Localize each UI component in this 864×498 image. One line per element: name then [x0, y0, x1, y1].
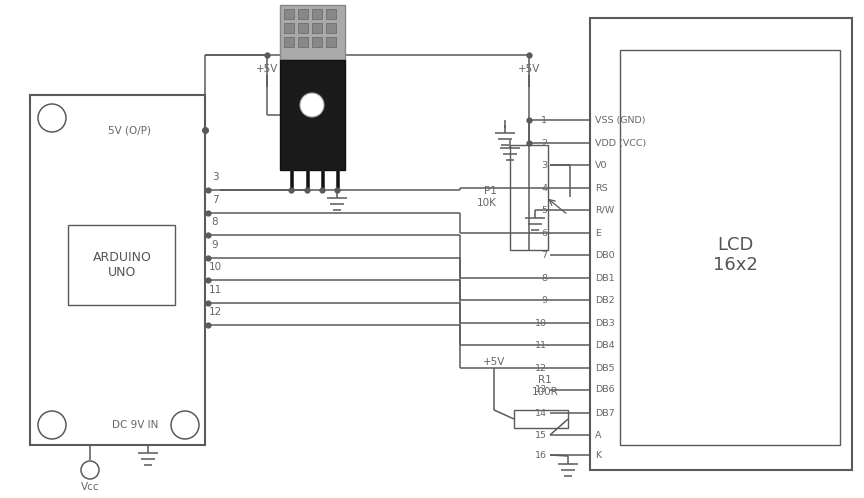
Text: 2: 2	[541, 138, 547, 147]
Text: RS: RS	[595, 183, 607, 193]
Text: DB5: DB5	[595, 364, 614, 373]
Text: 9: 9	[541, 295, 547, 304]
Text: 4: 4	[541, 183, 547, 193]
Text: E: E	[595, 229, 600, 238]
Text: P1
10K: P1 10K	[477, 186, 497, 208]
Bar	[510, 145, 548, 250]
Text: 12: 12	[208, 307, 222, 317]
Text: 3: 3	[212, 172, 219, 182]
Bar	[298, 9, 308, 19]
Text: DB0: DB0	[595, 250, 614, 259]
Text: DB1: DB1	[595, 273, 614, 282]
Bar	[312, 9, 322, 19]
Text: +5V: +5V	[518, 64, 540, 74]
Text: 5: 5	[541, 206, 547, 215]
Bar	[514, 410, 568, 428]
Bar	[289, 170, 293, 190]
Text: 5V (O/P): 5V (O/P)	[109, 125, 151, 135]
Text: VSS (GND): VSS (GND)	[595, 116, 645, 124]
Bar	[298, 23, 308, 33]
Text: 8: 8	[212, 217, 219, 227]
Bar	[280, 5, 345, 60]
Bar	[620, 50, 840, 445]
Bar	[298, 37, 308, 47]
Text: DC 9V IN: DC 9V IN	[111, 420, 158, 430]
Bar	[312, 37, 322, 47]
Text: 13: 13	[535, 385, 547, 394]
Text: DB3: DB3	[595, 319, 615, 328]
Bar	[321, 170, 323, 190]
Text: 11: 11	[208, 285, 222, 295]
Text: A: A	[595, 430, 601, 440]
Text: DB7: DB7	[595, 408, 614, 417]
Text: 11: 11	[535, 341, 547, 350]
Bar	[284, 37, 294, 47]
Bar	[326, 37, 336, 47]
Text: 10: 10	[208, 262, 221, 272]
Text: Vcc: Vcc	[80, 482, 99, 492]
Bar	[335, 170, 339, 190]
Text: 15: 15	[535, 430, 547, 440]
Bar	[30, 95, 205, 445]
Text: 12: 12	[535, 364, 547, 373]
Bar	[312, 23, 322, 33]
Text: 6: 6	[541, 229, 547, 238]
Bar	[326, 9, 336, 19]
Text: DB6: DB6	[595, 385, 614, 394]
Text: VDD (VCC): VDD (VCC)	[595, 138, 646, 147]
Text: DB4: DB4	[595, 341, 614, 350]
Bar	[68, 225, 175, 305]
Circle shape	[300, 93, 324, 117]
Text: R/W: R/W	[595, 206, 614, 215]
Text: DB2: DB2	[595, 295, 614, 304]
Text: 8: 8	[541, 273, 547, 282]
Text: R1
100R: R1 100R	[531, 375, 558, 397]
Text: 10: 10	[535, 319, 547, 328]
Text: 1: 1	[541, 116, 547, 124]
Bar	[326, 23, 336, 33]
Text: 7: 7	[212, 195, 219, 205]
Text: 16: 16	[535, 451, 547, 460]
Text: +5V: +5V	[483, 357, 505, 367]
Text: V0: V0	[595, 160, 607, 169]
Text: LCD
16x2: LCD 16x2	[713, 236, 758, 274]
Text: 9: 9	[212, 240, 219, 250]
Text: K: K	[595, 451, 601, 460]
Text: 14: 14	[535, 408, 547, 417]
Text: ARDUINO
UNO: ARDUINO UNO	[92, 251, 151, 279]
Text: 3: 3	[541, 160, 547, 169]
Text: 7: 7	[541, 250, 547, 259]
Bar	[284, 23, 294, 33]
Bar	[284, 9, 294, 19]
Bar	[590, 18, 852, 470]
Bar	[280, 60, 345, 170]
Bar	[306, 170, 308, 190]
Text: +5V: +5V	[256, 64, 278, 74]
